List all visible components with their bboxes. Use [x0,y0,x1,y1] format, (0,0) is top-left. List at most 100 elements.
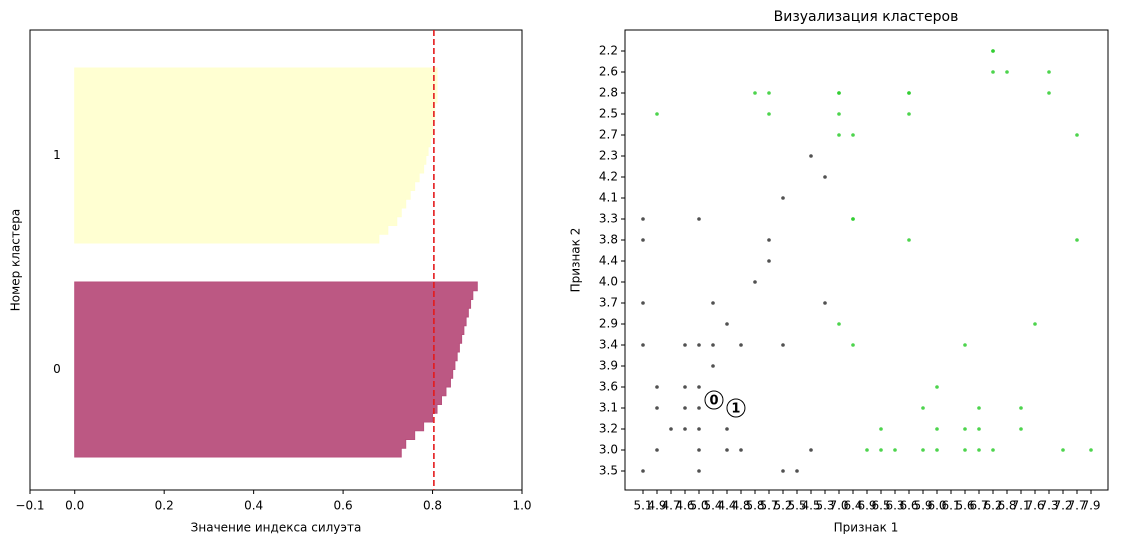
x-tick-label: −0.1 [15,499,44,513]
data-point [963,343,967,347]
x-tick-label: 6.3 [885,499,904,513]
x-tick-label: 6.2 [983,499,1002,513]
x-tick-label: 6.1 [941,499,960,513]
y-tick-label: 3.7 [599,296,618,310]
data-point [809,448,813,452]
data-point [725,427,729,431]
x-tick-label: 4.8 [731,499,750,513]
data-point [935,427,939,431]
data-point [963,427,967,431]
data-point [1075,238,1079,242]
data-point [907,238,911,242]
x-tick-label: 5.3 [815,499,834,513]
x-tick-label: 4.9 [647,499,666,513]
x-tick-label: 5.5 [787,499,806,513]
y-axis-label: Номер кластера [9,209,23,311]
data-point [865,448,869,452]
data-point [991,448,995,452]
data-point [641,343,645,347]
data-point [1005,70,1009,74]
y-tick-label: 2.8 [599,86,618,100]
data-point [837,133,841,137]
y-tick-label: 3.9 [599,359,618,373]
data-point [697,427,701,431]
data-point [823,301,827,305]
data-point [739,343,743,347]
cluster-label: 1 [53,148,61,162]
x-tick-label: 0.2 [155,499,174,513]
y-tick-label: 3.6 [599,380,618,394]
x-axis-label: Значение индекса силуэта [191,521,362,535]
y-tick-label: 4.1 [599,191,618,205]
data-point [921,406,925,410]
data-point [1061,448,1065,452]
data-point [655,385,659,389]
data-point [935,448,939,452]
y-tick-label: 2.9 [599,317,618,331]
data-point [781,196,785,200]
x-tick-label: 5.9 [913,499,932,513]
chart-title: Визуализация кластеров [774,9,959,25]
x-tick-label: 4.5 [801,499,820,513]
data-point [1075,133,1079,137]
data-point [1019,406,1023,410]
x-tick-label: 4.4 [717,499,736,513]
data-point [879,448,883,452]
y-tick-label: 3.4 [599,338,618,352]
data-point [711,343,715,347]
data-point [795,469,799,473]
data-point [809,154,813,158]
data-point [767,112,771,116]
data-point [907,91,911,95]
x-tick-label: 6.8 [997,499,1016,513]
y-axis-label: Признак 2 [569,228,583,293]
data-point [1089,448,1093,452]
x-tick-label: 5.8 [745,499,764,513]
data-point [851,217,855,221]
data-point [837,91,841,95]
data-point [963,448,967,452]
y-tick-label: 2.5 [599,107,618,121]
data-point [781,343,785,347]
data-point [851,133,855,137]
x-tick-label: 5.2 [773,499,792,513]
data-point [655,406,659,410]
x-axis-label: Признак 1 [834,521,899,535]
center-label: 1 [731,402,740,417]
left-axes [29,29,523,491]
x-tick-label: 5.0 [689,499,708,513]
x-tick-label: 4.7 [661,499,680,513]
data-point [697,343,701,347]
x-tick-label: 0.6 [334,499,353,513]
y-tick-label: 2.7 [599,128,618,142]
x-tick-label: 7.6 [1025,499,1044,513]
data-point [1047,91,1051,95]
x-tick-label: 6.7 [969,499,988,513]
data-point [1019,427,1023,431]
data-point [893,448,897,452]
data-point [683,406,687,410]
data-point [641,217,645,221]
y-tick-label: 3.2 [599,422,618,436]
data-point [921,448,925,452]
data-point [977,406,981,410]
x-tick-label: 6.6 [899,499,918,513]
data-point [655,112,659,116]
x-tick-label: 7.2 [1053,499,1072,513]
data-point [977,448,981,452]
data-point [823,175,827,179]
x-tick-label: 6.9 [857,499,876,513]
data-point [725,322,729,326]
x-tick-label: 0.0 [65,499,84,513]
data-point [991,49,995,53]
data-point [641,238,645,242]
data-point [991,70,995,74]
data-point [725,448,729,452]
center-label: 0 [709,394,718,409]
x-tick-label: 1.0 [512,499,531,513]
x-tick-label: 6.4 [843,499,862,513]
x-tick-label: 7.7 [1067,499,1086,513]
data-point [697,385,701,389]
data-point [711,364,715,368]
